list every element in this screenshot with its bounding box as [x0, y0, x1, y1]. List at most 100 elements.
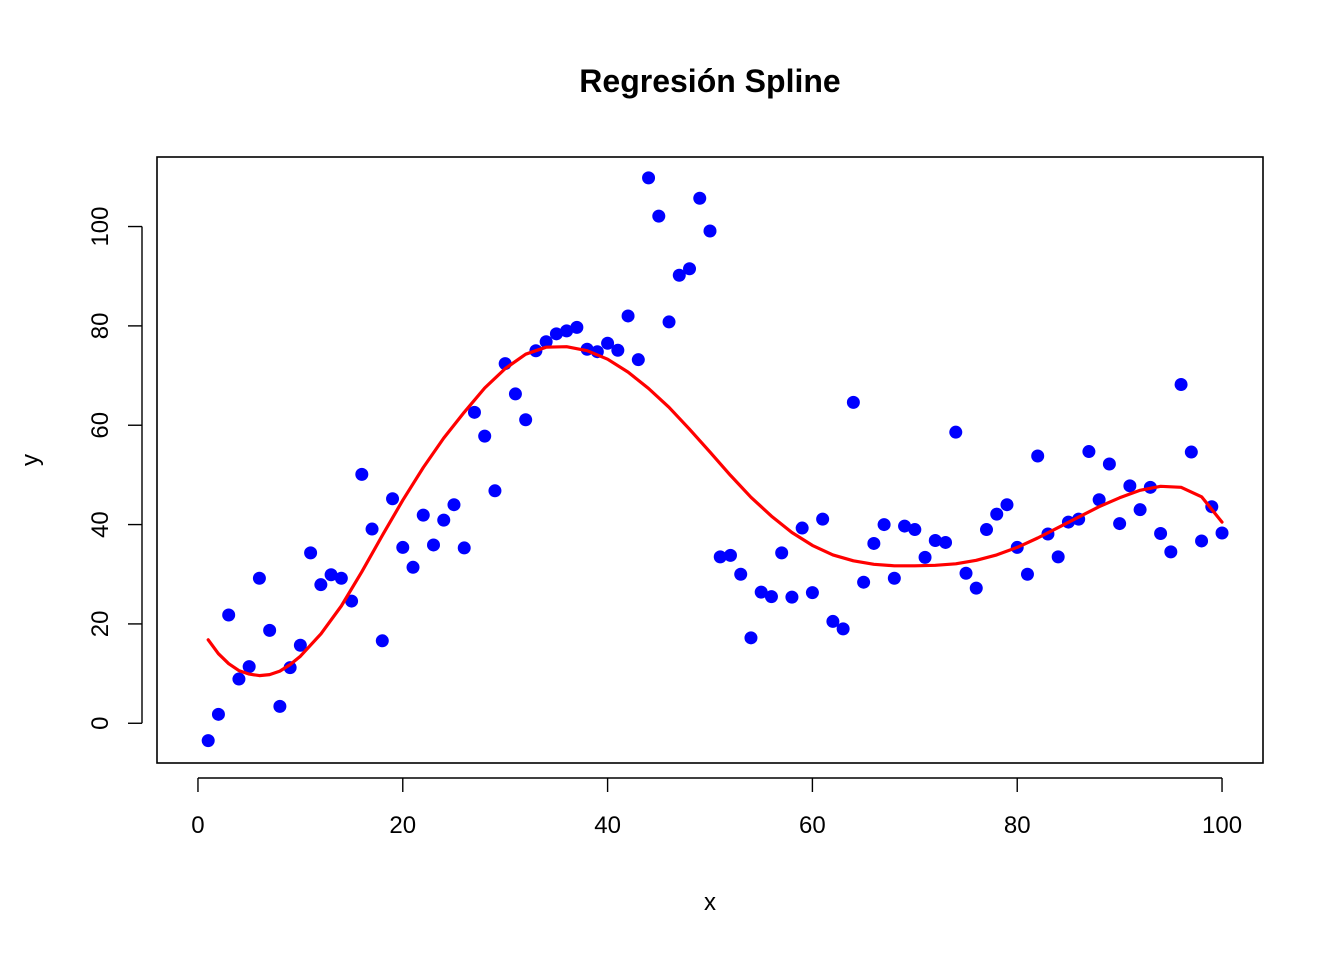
- x-tick-label: 80: [1004, 812, 1031, 839]
- spline-curve-group: [206, 345, 1224, 678]
- data-point: [1082, 445, 1096, 459]
- data-point: [990, 507, 1004, 521]
- y-tick-label: 40: [87, 511, 114, 538]
- data-point: [764, 590, 778, 604]
- y-tick-label: 60: [87, 412, 114, 439]
- data-point: [314, 578, 328, 592]
- x-tick-label: 40: [594, 812, 621, 839]
- data-point: [242, 660, 256, 674]
- data-point: [201, 734, 215, 748]
- data-point: [816, 512, 830, 526]
- data-point: [723, 548, 737, 562]
- data-point: [1195, 534, 1209, 548]
- y-tick-label: 80: [87, 313, 114, 340]
- y-tick-label: 20: [87, 611, 114, 638]
- y-tick-label: 0: [87, 717, 114, 730]
- data-point: [447, 498, 461, 512]
- x-axis: 0 20 40 60 80 100: [191, 777, 1242, 839]
- data-point: [867, 536, 881, 550]
- data-point: [508, 387, 522, 401]
- data-point: [939, 535, 953, 549]
- data-point: [355, 467, 369, 481]
- data-point: [304, 546, 318, 560]
- data-point: [293, 638, 307, 652]
- data-point: [754, 585, 768, 599]
- data-point: [744, 631, 758, 645]
- y-tick-label: 100: [87, 207, 114, 247]
- data-point: [683, 262, 697, 276]
- data-point: [283, 661, 297, 675]
- data-point: [662, 315, 676, 329]
- data-point: [898, 519, 912, 533]
- data-point: [836, 622, 850, 636]
- data-point: [805, 586, 819, 600]
- plot-area: [156, 156, 1264, 764]
- data-point: [775, 546, 789, 560]
- data-point: [857, 575, 871, 589]
- data-point: [519, 413, 533, 427]
- data-point: [1123, 479, 1137, 493]
- data-point: [1154, 527, 1168, 541]
- data-point: [1020, 567, 1034, 581]
- data-point: [263, 623, 277, 637]
- data-point: [549, 327, 563, 341]
- x-tick-label: 60: [799, 812, 826, 839]
- data-point: [386, 492, 400, 506]
- x-tick-label: 20: [389, 812, 416, 839]
- data-point: [345, 594, 359, 608]
- data-point: [980, 523, 993, 537]
- data-point: [539, 335, 553, 349]
- data-point: [734, 567, 748, 581]
- data-point: [232, 672, 246, 686]
- data-point: [601, 336, 615, 350]
- data-point: [252, 571, 266, 585]
- data-point: [918, 550, 932, 564]
- data-point: [713, 550, 727, 564]
- data-point: [652, 209, 666, 223]
- chart-title: Regresión Spline: [579, 63, 840, 99]
- data-point: [1113, 517, 1127, 531]
- data-point: [621, 309, 635, 323]
- data-point: [1102, 457, 1116, 471]
- data-point: [693, 191, 707, 205]
- y-axis: 0 20 40 60 80 100: [87, 207, 143, 730]
- data-point: [703, 224, 717, 238]
- data-point: [457, 541, 471, 555]
- data-point: [375, 634, 389, 648]
- data-point: [1000, 498, 1014, 512]
- data-point: [908, 523, 922, 537]
- data-point: [826, 614, 840, 628]
- data-point: [1133, 503, 1147, 517]
- data-point: [1031, 449, 1045, 463]
- data-point: [437, 513, 451, 527]
- data-point: [672, 268, 686, 282]
- data-point: [611, 343, 625, 357]
- data-point: [785, 590, 799, 604]
- data-point: [478, 429, 492, 443]
- data-point: [222, 608, 236, 622]
- data-point: [365, 522, 379, 536]
- data-point: [324, 568, 338, 582]
- data-point: [211, 707, 225, 721]
- data-point: [642, 171, 656, 185]
- data-point: [949, 425, 963, 439]
- data-point: [969, 581, 983, 595]
- data-point: [1174, 377, 1188, 391]
- data-point: [795, 521, 809, 535]
- data-point: [570, 320, 584, 334]
- data-point: [488, 484, 502, 498]
- data-point: [467, 405, 481, 419]
- spline-curve: [206, 345, 1224, 678]
- x-tick-label: 0: [191, 812, 204, 839]
- data-point: [846, 395, 860, 409]
- data-point: [396, 540, 410, 554]
- data-point: [560, 324, 574, 338]
- data-point: [887, 571, 901, 585]
- data-point: [877, 518, 891, 532]
- x-axis-label: x: [704, 889, 716, 916]
- data-point: [1164, 545, 1178, 559]
- data-point: [1051, 550, 1065, 564]
- data-point: [631, 353, 645, 367]
- data-point: [406, 560, 420, 574]
